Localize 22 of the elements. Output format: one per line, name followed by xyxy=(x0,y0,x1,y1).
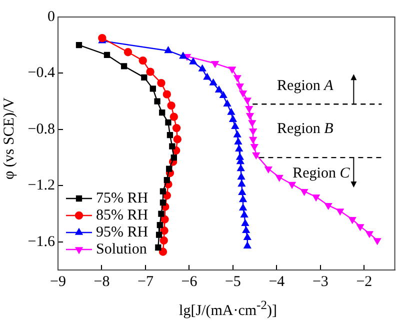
y-tick-label: −1.2 xyxy=(28,178,55,194)
x-tick-label: −7 xyxy=(137,274,154,290)
x-tick-label: −8 xyxy=(94,274,110,290)
annotation: Region A xyxy=(277,78,334,94)
legend-label: 95% RH xyxy=(96,224,148,240)
legend-label: 85% RH xyxy=(96,207,148,224)
y-tick-label: −0.4 xyxy=(28,65,56,82)
x-tick-label: −5 xyxy=(224,274,241,290)
x-tick-label: −4 xyxy=(268,274,286,290)
y-axis-title: φ (vs SCE)/V xyxy=(2,96,18,182)
legend-label: 75% RH xyxy=(96,190,148,206)
x-tick-label: −9 xyxy=(50,274,66,290)
annotation: Region C xyxy=(292,165,351,182)
x-axis-title: lg[J/(mA·cm$^{-2}$)] xyxy=(178,298,278,320)
y-tick-label: −1.6 xyxy=(28,234,56,250)
x-tick-label: −2 xyxy=(356,274,372,290)
x-tick-label: −6 xyxy=(181,274,198,290)
y-tick-label: −0.8 xyxy=(28,121,55,138)
annotation: Region B xyxy=(277,120,334,137)
x-tick-label: −3 xyxy=(312,274,328,290)
legend-label: Solution xyxy=(96,241,148,258)
y-tick-label: 0 xyxy=(48,8,55,25)
